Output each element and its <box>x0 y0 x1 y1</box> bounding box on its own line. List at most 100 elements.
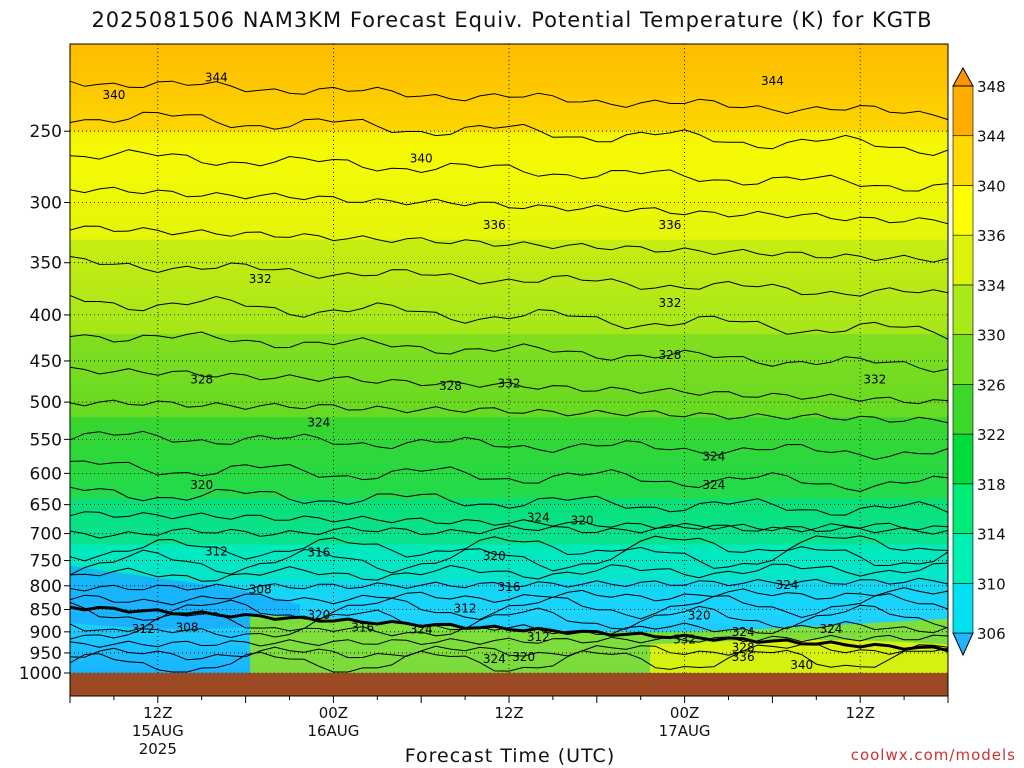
contour-label-40: 340 <box>790 658 813 672</box>
contour-line-13 <box>69 511 949 535</box>
contour-label-2: 344 <box>761 74 784 88</box>
colorbar-seg-2 <box>952 533 974 584</box>
contour-label-4: 336 <box>483 218 506 232</box>
colorbar-seg-8 <box>952 234 974 286</box>
field-band-6 <box>70 544 948 581</box>
plot-frame <box>69 43 949 697</box>
contour-label-36: 328 <box>732 641 755 655</box>
ground-rect <box>70 673 948 696</box>
contour-label-15: 324 <box>702 478 725 492</box>
contour-line-4 <box>69 225 949 263</box>
contour-label-17: 324 <box>527 511 550 525</box>
colorbar-arrow-high <box>952 66 974 87</box>
x-tick-label-30-0: 12Z <box>494 704 523 722</box>
contour-line-19 <box>69 587 949 606</box>
chart-title: 2025081506 NAM3KM Forecast Equiv. Potent… <box>91 8 933 32</box>
contour-line-8 <box>69 366 949 405</box>
contour-label-0: 344 <box>205 71 228 85</box>
y-tick-label-550: 550 <box>30 430 62 450</box>
x-tick-label-6-1: 15AUG <box>132 722 184 740</box>
contour-line-14 <box>69 522 949 539</box>
y-tick-label-800: 800 <box>30 577 62 597</box>
y-tick-label-450: 450 <box>30 352 62 372</box>
colorbar-label-348: 348 <box>977 78 1006 96</box>
grid-lines <box>70 44 948 674</box>
y-tick-label-650: 650 <box>30 496 62 516</box>
field-band-2 <box>70 239 948 334</box>
contour-label-20: 316 <box>307 546 330 560</box>
colorbar-label-318: 318 <box>977 476 1006 494</box>
contour-line-25 <box>69 647 949 673</box>
contour-label-9: 332 <box>498 377 521 391</box>
contour-label-10: 328 <box>439 379 462 393</box>
contour-label-11: 328 <box>190 373 213 387</box>
colorbar-label-330: 330 <box>977 327 1006 345</box>
y-axis: 250 300 350 400 450 500 550 600 650 700 750 800 850 9… <box>19 122 70 684</box>
y-tick-label-750: 750 <box>30 552 62 572</box>
colorbar-label-306: 306 <box>977 625 1006 643</box>
field-band-4 <box>70 417 948 499</box>
y-tick-label-900: 900 <box>30 623 62 643</box>
x-axis-title: Forecast Time (UTC) <box>404 745 616 767</box>
contour-line-22 <box>69 620 949 640</box>
colorbar-label-336: 336 <box>977 227 1006 245</box>
colorbar-label-314: 314 <box>977 526 1006 544</box>
colorbar-seg-7 <box>952 284 974 335</box>
colorbar-seg-10 <box>952 135 974 186</box>
contour-label-39: 324 <box>483 652 506 666</box>
contour-label-5: 336 <box>659 218 682 232</box>
x-tick-label-42-0: 00Z <box>670 704 699 722</box>
contour-label-29: 308 <box>176 620 199 634</box>
y-tick-label-950: 950 <box>30 644 62 664</box>
theta-e-field <box>70 44 948 673</box>
x-tick-label-6-2: 2025 <box>139 740 177 758</box>
contour-line-5 <box>69 256 949 297</box>
contour-label-8: 328 <box>659 348 682 362</box>
contour-label-22: 308 <box>249 583 272 597</box>
contour-label-1: 340 <box>102 88 125 102</box>
colorbar-label-344: 344 <box>977 128 1006 146</box>
x-tick-label-6-0: 12Z <box>143 704 172 722</box>
contour-label-33: 324 <box>819 622 842 636</box>
colorbar-seg-5 <box>952 384 974 435</box>
contour-line-20 <box>69 593 949 621</box>
y-tick-label-300: 300 <box>30 193 62 213</box>
contour-label-13: 324 <box>307 416 330 430</box>
colorbar-label-310: 310 <box>977 575 1006 593</box>
contour-line-10 <box>69 430 949 461</box>
contour-label-30: 316 <box>351 620 374 634</box>
x-tick-label-54-0: 12Z <box>846 704 875 722</box>
contour-label-25: 312 <box>454 602 477 616</box>
y-tick-label-250: 250 <box>30 122 62 142</box>
colorbar-arrow-low <box>952 632 974 657</box>
x-tick-label-18-1: 16AUG <box>307 722 359 740</box>
ground-layer <box>70 673 948 696</box>
contour-label-26: 320 <box>307 608 330 622</box>
colorbar-label-322: 322 <box>977 426 1006 444</box>
x-tick-label-42-1: 17AUG <box>659 722 711 740</box>
contour-line-1 <box>69 111 949 157</box>
contour-label-38: 320 <box>512 650 535 664</box>
contour-line-6 <box>69 294 949 340</box>
contour-line-18 <box>69 577 949 592</box>
contour-line-16 <box>69 546 949 576</box>
contour-label-12: 332 <box>863 373 886 387</box>
colorbar-seg-9 <box>952 185 974 236</box>
x-tick-label-18-0: 00Z <box>319 704 348 722</box>
contour-line-23 <box>69 634 949 648</box>
contour-label-27: 320 <box>688 608 711 622</box>
credit-link[interactable]: coolwx.com/models <box>850 746 1016 764</box>
colorbar-seg-6 <box>952 334 974 385</box>
contour-line-0 <box>69 80 949 121</box>
y-tick-label-400: 400 <box>30 306 62 326</box>
contour-label-28: 312 <box>132 622 155 636</box>
field-band-0 <box>70 44 948 132</box>
contour-label-7: 332 <box>659 296 682 310</box>
y-tick-label-350: 350 <box>30 254 62 274</box>
colorbar-seg-4 <box>952 433 974 485</box>
contour-label-24: 324 <box>776 578 799 592</box>
y-tick-label-600: 600 <box>30 464 62 484</box>
contour-label-35: 332 <box>673 633 696 647</box>
